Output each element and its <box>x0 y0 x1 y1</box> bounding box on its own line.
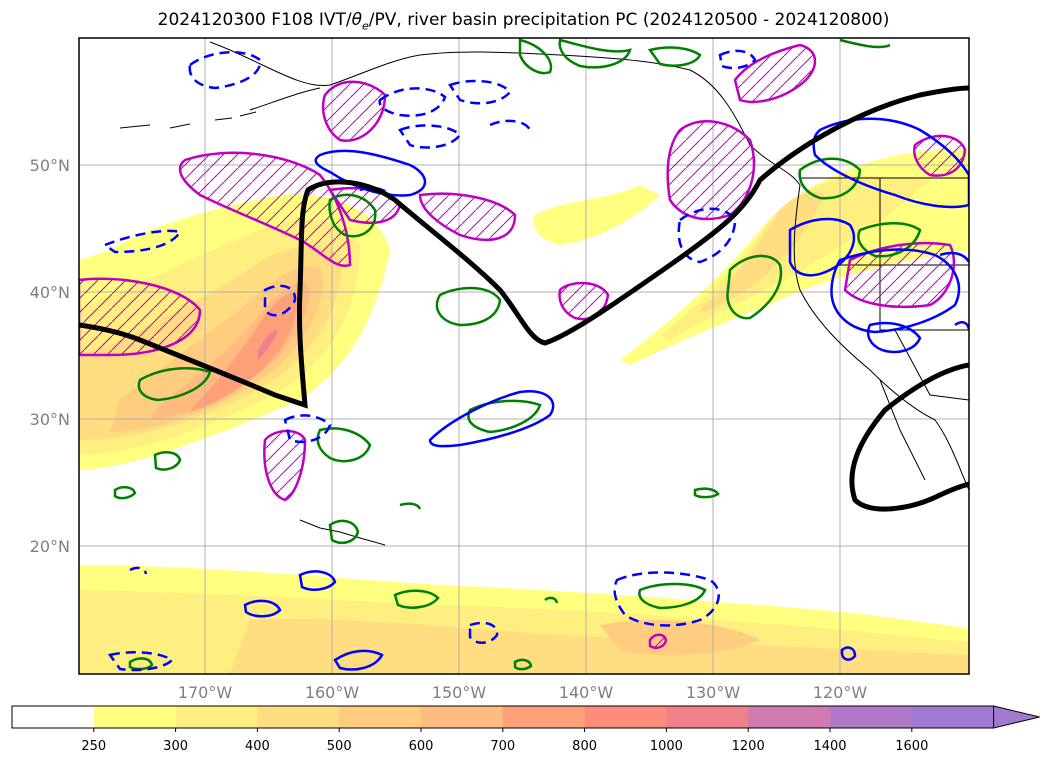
colorbar-tick-label: 1400 <box>813 739 846 754</box>
colorbar-tick-label: 1600 <box>895 739 928 754</box>
colorbar-segment <box>339 706 422 728</box>
colorbar-segment <box>911 706 995 728</box>
colorbar-segment <box>830 706 913 728</box>
pv-contours <box>113 38 922 671</box>
title-rest: /PV, river basin precipitation PC (20241… <box>368 10 890 30</box>
colorbar-segment <box>93 706 177 728</box>
title-main: 2024120300 F108 IVT/ <box>157 10 352 30</box>
colorbar-tick-label: 400 <box>245 739 270 754</box>
lat-label-20n: 20°N <box>30 537 70 556</box>
title-theta-sub: e <box>362 19 369 33</box>
coastlines <box>119 41 969 546</box>
lon-label-170w: 170°W <box>178 683 233 702</box>
colorbar: 250 300 400 500 600 700 800 1000 1200 1400 1600 <box>11 705 1040 754</box>
lon-label-130w: 130°W <box>686 683 741 702</box>
colorbar-segment <box>748 706 831 728</box>
colorbar-segment <box>12 706 95 728</box>
colorbar-tick-label: 1000 <box>650 739 683 754</box>
colorbar-tick-label: 500 <box>327 739 352 754</box>
precip-hatch-regions <box>79 43 967 649</box>
colorbar-tick-label: 250 <box>81 739 106 754</box>
colorbar-segment <box>502 706 586 728</box>
lon-label-150w: 150°W <box>432 683 487 702</box>
colorbar-segment <box>175 706 258 728</box>
colorbar-segment <box>666 706 749 728</box>
map-area <box>79 38 969 674</box>
lat-label-30n: 30°N <box>30 410 70 429</box>
lon-label-120w: 120°W <box>813 683 868 702</box>
lat-label-40n: 40°N <box>30 283 70 302</box>
colorbar-segment <box>421 706 504 728</box>
colorbar-tick-label: 800 <box>572 739 597 754</box>
colorbar-segment <box>257 706 340 728</box>
lon-label-140w: 140°W <box>559 683 614 702</box>
theta-e-contours-solid <box>243 117 969 671</box>
ivt-fill-western-ar <box>79 194 390 470</box>
ivt-fill-tropical-band <box>79 565 969 674</box>
colorbar-tick-label: 1200 <box>732 739 765 754</box>
lat-label-50n: 50°N <box>30 156 70 175</box>
colorbar-tick-label: 700 <box>490 739 515 754</box>
map-title: 2024120300 F108 IVT/θe/PV, river basin p… <box>0 10 1047 32</box>
colorbar-extend-arrow <box>993 705 1040 729</box>
lon-label-160w: 160°W <box>305 683 360 702</box>
colorbar-segment <box>584 706 667 728</box>
map-frame <box>78 37 970 675</box>
title-theta: θ <box>351 10 362 30</box>
colorbar-tick-label: 300 <box>163 739 188 754</box>
colorbar-tick-label: 600 <box>409 739 434 754</box>
graticule <box>79 38 969 674</box>
ivt-thick-contours <box>79 85 969 512</box>
theta-e-contours-dashed <box>102 49 757 672</box>
